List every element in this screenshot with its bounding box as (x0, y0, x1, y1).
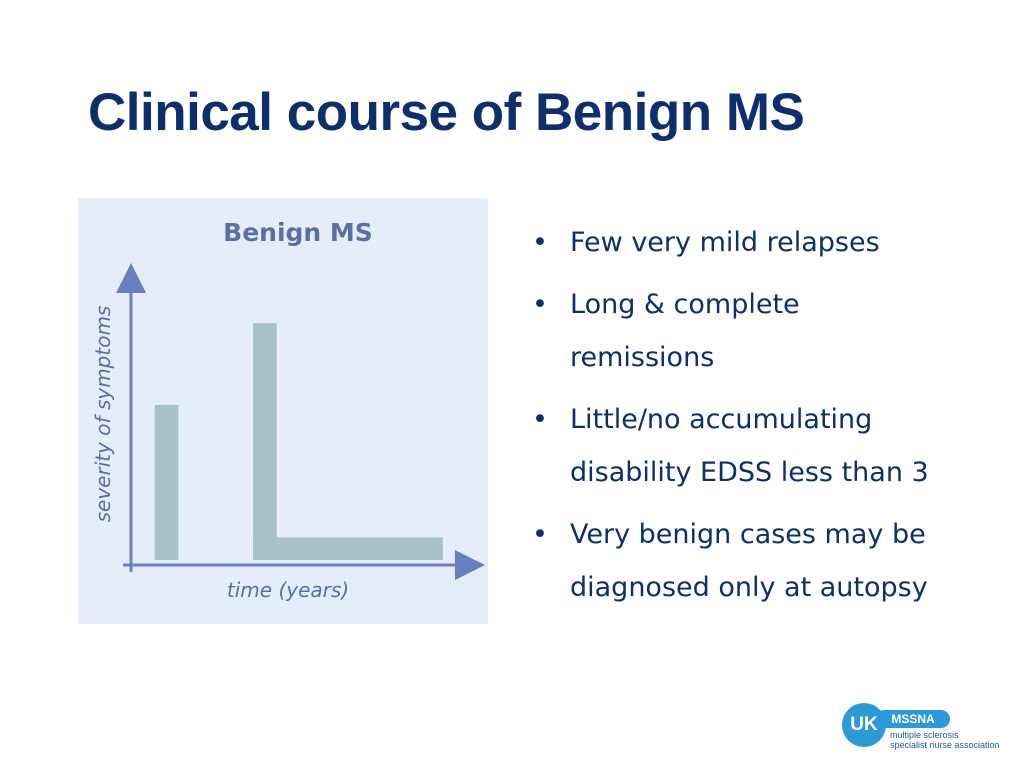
bullet-symbol: • (532, 519, 548, 550)
bullet-item: • Very benign cases may be diagnosed onl… (532, 508, 1002, 614)
relapse-bar-2 (253, 323, 277, 560)
bullet-item: • Few very mild relapses (532, 216, 1002, 269)
relapse-bar-1 (154, 404, 179, 560)
bullet-text: disability EDSS less than 3 (570, 457, 929, 488)
bullet-symbol: • (532, 289, 548, 320)
chart-canvas (116, 263, 485, 580)
bullet-text: remissions (570, 342, 715, 373)
bullet-symbol: • (532, 227, 548, 258)
bullet-list: • Few very mild relapses • Long & comple… (532, 216, 1002, 623)
chart-title: Benign MS (223, 218, 373, 247)
slide-title: Clinical course of Benign MS (88, 83, 805, 142)
benign-ms-chart: Benign MS severity of symptoms time (yea… (78, 198, 488, 624)
bullet-text: Long & complete (570, 289, 800, 320)
bullet-text: Few very mild relapses (570, 227, 880, 258)
y-axis-label: severity of symptoms (91, 305, 115, 523)
logo-badge: UK (842, 703, 886, 747)
logo-name: MSSNA (876, 710, 950, 728)
baseline-disability-bar (253, 537, 443, 560)
bullet-item: • Little/no accumulating disability EDSS… (532, 393, 1002, 499)
bullet-text: Little/no accumulating (570, 404, 873, 435)
logo-tagline: multiple sclerosis specialist nurse asso… (890, 730, 1000, 750)
bullet-text: diagnosed only at autopsy (570, 572, 928, 603)
bullet-item: • Long & complete remissions (532, 278, 1002, 384)
logo-line-2: specialist nurse association (890, 740, 1000, 750)
logo-line-1: multiple sclerosis (890, 730, 959, 740)
bullet-symbol: • (532, 404, 548, 435)
mssna-logo: MSSNA UK multiple sclerosis specialist n… (842, 703, 1012, 753)
bullet-text: Very benign cases may be (570, 519, 926, 550)
x-axis-label: time (years) (226, 578, 350, 602)
